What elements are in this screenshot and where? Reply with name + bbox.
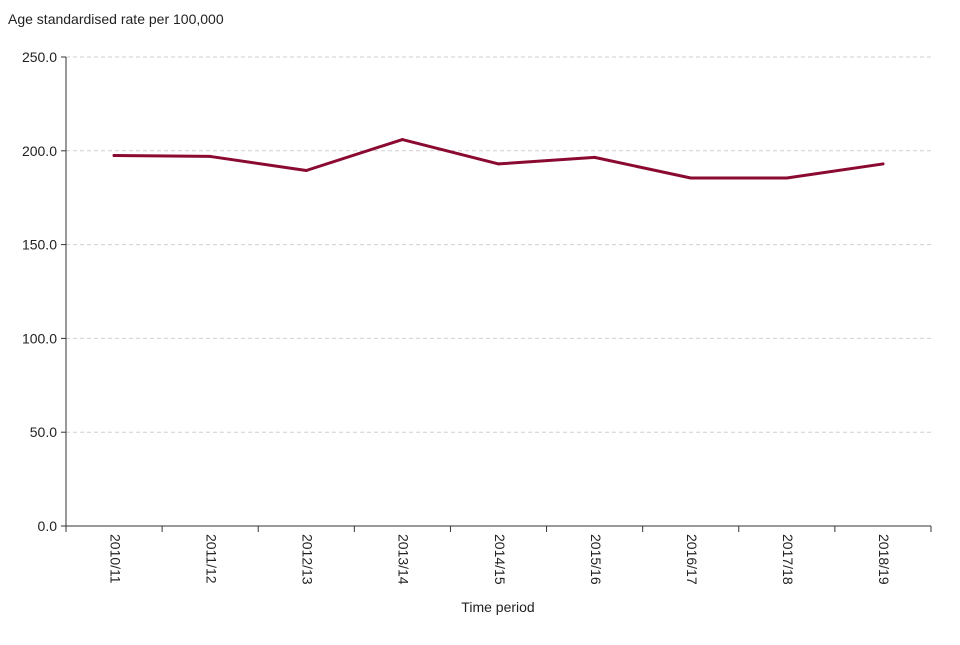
axes: 0.0 50.0 100.0 150.0 200.0 250.0 2010/11 2011/1… bbox=[22, 49, 932, 585]
x-tick-label: 2013/14 bbox=[396, 534, 412, 585]
data-point bbox=[112, 153, 116, 157]
gridlines bbox=[66, 56, 931, 433]
x-tick-label: 2018/19 bbox=[876, 534, 892, 585]
x-tick-label: 2017/18 bbox=[780, 534, 796, 585]
x-tick-label: 2012/13 bbox=[300, 534, 316, 585]
data-point bbox=[593, 155, 597, 159]
data-point bbox=[785, 176, 789, 180]
x-tick-label: 2015/16 bbox=[588, 534, 604, 585]
x-tick-label: 2014/15 bbox=[492, 534, 508, 585]
y-tick-label: 150.0 bbox=[22, 237, 57, 253]
data-point bbox=[497, 162, 500, 166]
y-tick-label: 250.0 bbox=[22, 49, 57, 65]
data-point bbox=[881, 162, 885, 166]
y-tick-label: 100.0 bbox=[22, 330, 57, 346]
data-point bbox=[304, 168, 308, 172]
series-layer bbox=[112, 138, 885, 180]
data-point bbox=[400, 138, 404, 142]
y-tick-label: 50.0 bbox=[30, 424, 57, 440]
x-tick-label: 2011/12 bbox=[203, 534, 219, 584]
y-tick-label: 0.0 bbox=[38, 518, 58, 534]
data-point bbox=[208, 154, 212, 158]
series-line bbox=[112, 138, 885, 180]
x-tick-label: 2010/11 bbox=[107, 534, 123, 584]
data-point bbox=[689, 176, 693, 180]
y-tick-label: 200.0 bbox=[22, 143, 57, 159]
y-axis-title: Age standardised rate per 100,000 bbox=[8, 11, 224, 27]
x-axis-title: Time period bbox=[461, 599, 535, 615]
x-tick-label: 2016/17 bbox=[684, 534, 700, 585]
